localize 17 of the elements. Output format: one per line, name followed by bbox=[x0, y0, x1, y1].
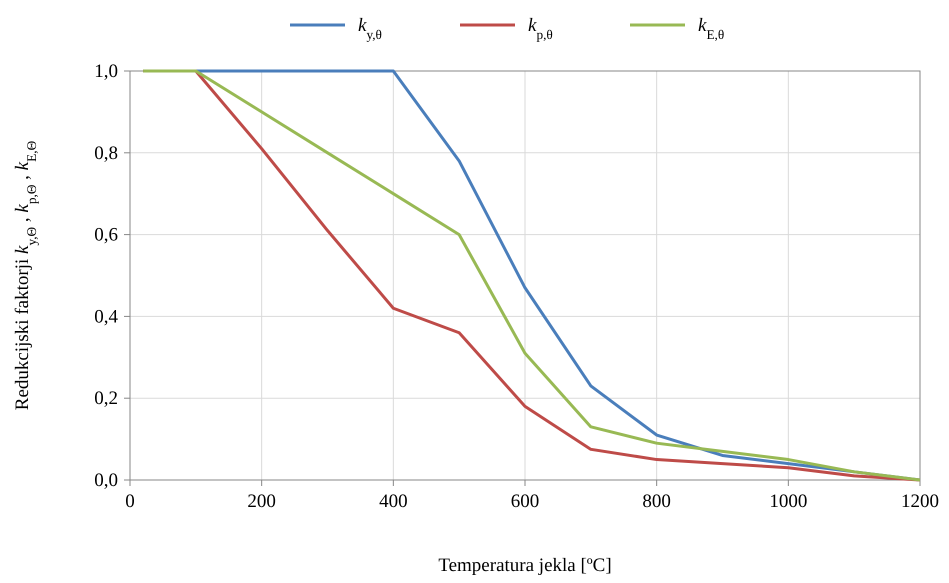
x-tick-label: 1000 bbox=[769, 491, 808, 512]
y-tick-label: 0,2 bbox=[94, 388, 118, 410]
x-tick-label: 600 bbox=[510, 491, 540, 512]
y-tick-label: 0,6 bbox=[94, 224, 118, 246]
y-tick-label: 1,0 bbox=[94, 61, 118, 82]
x-tick-label: 400 bbox=[379, 491, 408, 512]
x-tick-label: 1200 bbox=[901, 491, 939, 512]
legend-label: k$_{p,θ}$ bbox=[528, 15, 553, 42]
legend-label: k$_{E,θ}$ bbox=[698, 15, 724, 42]
y-tick-label: 0,4 bbox=[94, 306, 118, 328]
x-tick-label: 200 bbox=[247, 491, 276, 512]
x-tick-label: 0 bbox=[125, 491, 135, 512]
x-axis-title: Temperatura jekla [ºC] bbox=[438, 555, 612, 576]
y-tick-label: 0,0 bbox=[94, 470, 118, 491]
legend-label: k$_{y,θ}$ bbox=[358, 15, 382, 42]
y-tick-label: 0,8 bbox=[94, 142, 118, 164]
x-tick-label: 800 bbox=[642, 491, 671, 512]
